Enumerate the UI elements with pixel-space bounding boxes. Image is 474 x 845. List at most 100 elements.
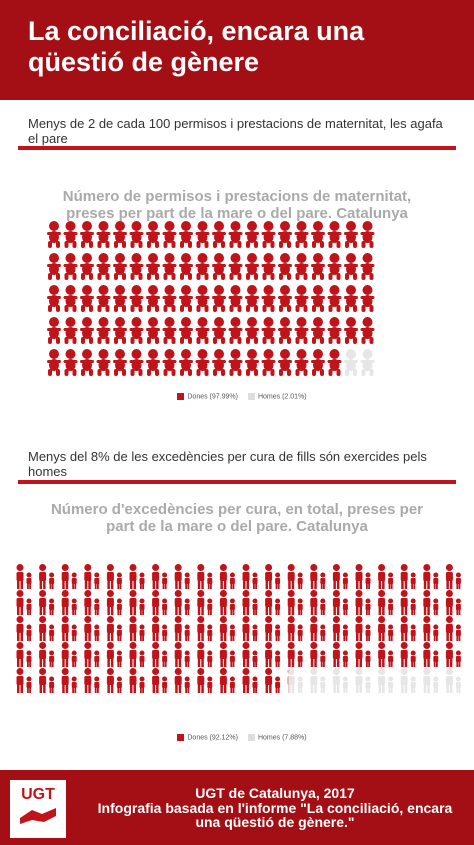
icon [355, 616, 371, 641]
icon [332, 564, 348, 589]
icon [212, 221, 226, 248]
icon [355, 590, 371, 615]
icon [47, 285, 61, 312]
icon [287, 564, 303, 589]
icon [278, 253, 292, 280]
icon [327, 285, 342, 312]
icon [84, 616, 100, 641]
icon [47, 317, 61, 344]
icon [242, 590, 258, 615]
icon [212, 349, 226, 376]
legend-label: Dones (97.99%) [187, 393, 238, 401]
icon [344, 221, 358, 248]
icon [152, 668, 168, 693]
icon [106, 668, 122, 693]
icon [63, 317, 78, 344]
icon [63, 253, 78, 280]
icon [245, 285, 259, 312]
icon [96, 349, 111, 376]
icon [310, 616, 326, 641]
icon [311, 317, 325, 344]
icon [344, 317, 358, 344]
icon [344, 349, 358, 376]
icon [261, 221, 276, 248]
icon [327, 221, 342, 248]
icon [39, 590, 55, 615]
icon [287, 616, 303, 641]
icon [129, 616, 145, 641]
icon [106, 642, 122, 667]
section-text: Menys del 8% de les excedències per cura… [28, 449, 427, 479]
icon [61, 668, 77, 693]
icon [162, 349, 177, 376]
icon [261, 349, 276, 376]
icon [344, 285, 358, 312]
page-title: La conciliació, encara una qüestió de gè… [28, 16, 365, 77]
icon [113, 253, 127, 280]
icon [179, 285, 193, 312]
icon [355, 668, 371, 693]
icon [129, 285, 144, 312]
icon [265, 564, 281, 589]
icon [129, 253, 144, 280]
icon [174, 668, 190, 693]
icon [106, 616, 122, 641]
icon [332, 668, 348, 693]
icon [245, 349, 259, 376]
icon [265, 590, 281, 615]
icon [287, 642, 303, 667]
pictogram [47, 221, 375, 376]
footer-line: Infografia basada en l'informe "La conci… [97, 800, 453, 830]
icon [113, 221, 127, 248]
icon [378, 642, 394, 667]
icon [16, 564, 32, 589]
icon [197, 564, 213, 589]
icon [310, 642, 326, 667]
icon [228, 221, 243, 248]
icon [84, 668, 100, 693]
legend-label: Homes (2.01%) [257, 393, 307, 401]
logo-icon [20, 808, 56, 824]
icon [311, 253, 325, 280]
icon [47, 221, 61, 248]
icon [96, 285, 111, 312]
icon [445, 642, 461, 667]
icon [80, 221, 94, 248]
icon [80, 285, 94, 312]
legend-swatch [177, 393, 185, 400]
legend-swatch [247, 734, 255, 741]
icon [80, 253, 94, 280]
icon [129, 317, 144, 344]
icon [228, 253, 243, 280]
icon [146, 349, 160, 376]
icon [445, 590, 461, 615]
icon [84, 564, 100, 589]
icon [84, 590, 100, 615]
icon [197, 590, 213, 615]
icon [80, 349, 94, 376]
icon [360, 349, 375, 376]
icon [129, 221, 144, 248]
icon [174, 564, 190, 589]
icon [294, 349, 309, 376]
header-band [0, 0, 474, 100]
logo: UGT [10, 780, 66, 838]
icon [245, 253, 259, 280]
chart-title: Número de permisos i prestacions de mate… [62, 188, 412, 222]
icon [61, 590, 77, 615]
icon [96, 253, 111, 280]
icon [174, 642, 190, 667]
icon [179, 317, 193, 344]
icon [245, 221, 259, 248]
icon [294, 317, 309, 344]
icon [288, 668, 303, 693]
legend: Dones (97.99%) Homes (2.01%) [0, 393, 474, 400]
icon [39, 616, 55, 641]
icon [400, 668, 416, 693]
icon [146, 285, 160, 312]
icon [242, 668, 258, 693]
icon [294, 221, 309, 248]
icon [129, 349, 144, 376]
icon [360, 285, 375, 312]
chart-title: Número d'excedències per cura, en total,… [50, 501, 424, 535]
